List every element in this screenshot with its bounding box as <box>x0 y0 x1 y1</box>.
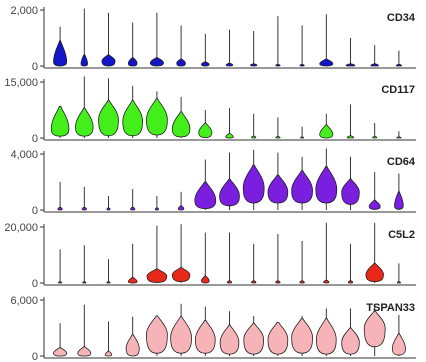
violin <box>82 281 87 284</box>
violin <box>80 54 89 67</box>
violin <box>77 346 92 357</box>
violin <box>365 263 384 282</box>
violin <box>315 166 338 204</box>
violin <box>299 280 305 284</box>
violin <box>395 63 403 67</box>
violin <box>50 105 70 137</box>
panel-title: CD64 <box>387 156 416 168</box>
y-tick-label: 0 <box>32 278 38 290</box>
violin <box>225 62 234 67</box>
violin <box>170 316 192 354</box>
violin <box>319 58 334 67</box>
violin <box>104 350 113 357</box>
violin <box>219 178 240 207</box>
y-tick-label: 2,000 <box>10 5 38 17</box>
panel-c5l2: 0 20,000 C5L2 <box>4 222 416 290</box>
violin <box>130 206 136 211</box>
y-tick-label: 0 <box>32 351 38 362</box>
violin <box>53 347 68 357</box>
violin <box>122 100 144 137</box>
violin <box>372 136 378 139</box>
y-tick-label: 0 <box>32 205 38 217</box>
violin <box>299 63 305 67</box>
violin <box>275 136 281 139</box>
y-tick-label: 0 <box>32 61 38 73</box>
violin <box>396 136 402 139</box>
violin <box>341 178 360 205</box>
violin <box>194 320 216 354</box>
violin <box>127 57 138 67</box>
violin <box>251 135 257 139</box>
violin <box>225 133 234 139</box>
violin <box>149 57 164 67</box>
violin <box>323 279 330 284</box>
panel-title: C5L2 <box>388 229 415 241</box>
violin <box>242 164 265 204</box>
y-tick-label: 4,000 <box>10 149 38 161</box>
violin <box>291 170 313 204</box>
panel-cd64: 0 4,000 CD64 <box>10 148 416 217</box>
violin <box>171 111 191 138</box>
violin <box>176 58 186 67</box>
violin <box>396 281 401 284</box>
violin <box>81 206 87 211</box>
violin <box>219 324 240 355</box>
violin <box>171 267 191 282</box>
violin <box>394 191 404 210</box>
violin <box>98 100 119 137</box>
violin <box>101 54 116 67</box>
violin <box>146 315 168 354</box>
violin <box>347 280 354 284</box>
violin <box>315 318 337 355</box>
violin <box>345 63 356 67</box>
violin <box>57 206 63 211</box>
violin <box>146 98 168 136</box>
violin <box>127 277 138 284</box>
violin <box>75 107 94 137</box>
violin <box>146 268 168 283</box>
panel-tspan33: 0 6,000 TSPAN33 <box>10 295 416 362</box>
violin <box>201 275 210 284</box>
y-tick-label: 6,000 <box>10 295 38 307</box>
violin <box>370 63 379 67</box>
violin <box>177 205 185 211</box>
panel-title: TSPAN33 <box>366 302 415 314</box>
violin <box>391 333 406 356</box>
violin <box>58 281 63 284</box>
violin <box>300 136 305 139</box>
violin <box>346 135 355 139</box>
violin <box>106 281 111 284</box>
panel-title: CD34 <box>387 12 416 24</box>
violin <box>243 322 265 355</box>
violin <box>275 63 281 67</box>
violin <box>194 181 217 209</box>
panel-cd117: 0 15,000 CD117 <box>4 76 416 145</box>
panel-title: CD117 <box>381 84 415 96</box>
violin <box>267 322 289 355</box>
violin <box>291 318 313 354</box>
violin <box>125 334 140 357</box>
violin <box>251 280 257 284</box>
violin <box>368 199 381 210</box>
violin <box>53 40 68 67</box>
violin <box>106 207 111 211</box>
violin <box>363 310 386 348</box>
violin <box>249 63 258 67</box>
violin <box>319 124 334 139</box>
violin <box>267 174 289 204</box>
violin <box>341 327 360 355</box>
violin <box>275 280 281 284</box>
y-tick-label: 20,000 <box>4 222 38 234</box>
violin <box>201 61 210 67</box>
violin <box>154 207 159 211</box>
y-tick-label: 0 <box>32 133 38 145</box>
violin <box>198 122 213 139</box>
y-tick-label: 15,000 <box>4 77 38 89</box>
panel-cd34: 0 2,000 CD34 <box>10 5 416 73</box>
violin <box>226 280 233 284</box>
